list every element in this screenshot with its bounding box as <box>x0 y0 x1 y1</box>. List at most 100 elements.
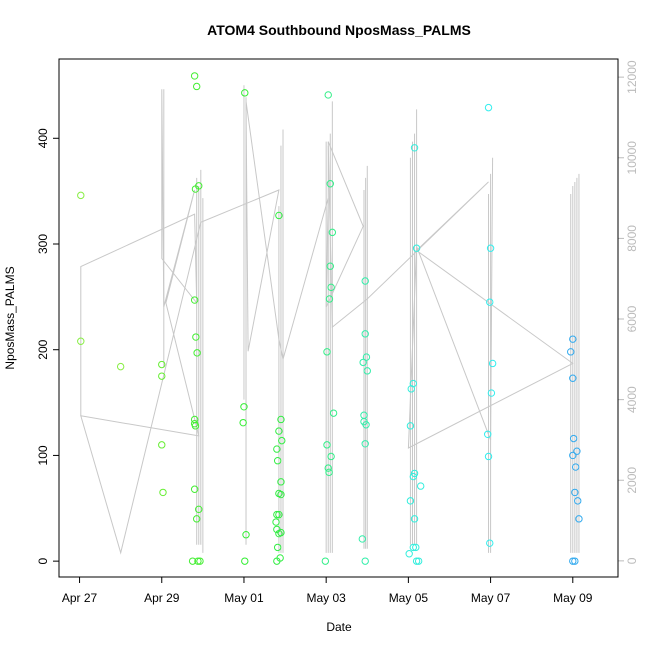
x-tick-label: May 09 <box>553 591 593 605</box>
data-point <box>325 295 334 303</box>
data-point <box>323 348 331 356</box>
data-point <box>573 447 581 455</box>
y-tick-label: 0 <box>36 557 50 564</box>
data-point <box>159 488 167 497</box>
data-point <box>191 422 200 430</box>
data-point <box>410 144 419 152</box>
data-point <box>273 457 282 465</box>
data-point <box>195 182 203 190</box>
data-point <box>188 557 197 565</box>
data-point <box>239 418 247 427</box>
data-point <box>326 180 334 188</box>
data-point <box>363 367 371 375</box>
data-point <box>326 262 334 270</box>
data-point <box>361 557 369 565</box>
data-point <box>405 550 413 558</box>
data-point <box>273 557 281 565</box>
data-point <box>194 557 202 565</box>
data-point <box>321 557 330 565</box>
data-point <box>359 358 367 367</box>
data-point <box>569 434 578 443</box>
chart-title: ATOM4 Southbound NposMass_PALMS <box>207 22 471 38</box>
data-point <box>329 409 338 417</box>
data-point <box>190 485 199 493</box>
data-point <box>358 535 367 543</box>
y2-tick-label: 8000 <box>625 225 639 252</box>
data-point <box>324 464 332 472</box>
data-point <box>277 415 285 424</box>
y-tick-label: 400 <box>36 128 50 148</box>
y2-tick-label: 6000 <box>625 305 639 332</box>
x-tick-label: May 07 <box>471 591 511 605</box>
y2-tick-label: 4000 <box>625 386 639 413</box>
data-point <box>410 469 419 478</box>
data-point <box>571 488 579 497</box>
data-point <box>242 531 250 539</box>
data-point <box>362 353 371 361</box>
data-point <box>192 333 200 341</box>
data-point <box>569 451 577 460</box>
data-point <box>410 515 419 523</box>
data-point <box>325 468 333 477</box>
data-point <box>192 82 201 91</box>
data-point <box>484 430 492 438</box>
data-point <box>362 421 370 429</box>
data-point <box>406 422 415 430</box>
data-point <box>241 89 249 97</box>
y-tick-label: 300 <box>36 234 50 254</box>
data-point <box>409 543 418 552</box>
axes: Apr 27 Apr 29 May 01 May 03 May 05 May 07 May … <box>36 60 639 605</box>
data-point <box>116 362 125 371</box>
data-point <box>484 103 493 112</box>
x-tick-label: Apr 27 <box>62 591 98 605</box>
data-point <box>323 441 331 449</box>
y2-tick-label: 12000 <box>625 60 639 94</box>
data-point <box>571 557 579 565</box>
data-point <box>277 478 285 486</box>
data-point <box>486 298 494 306</box>
data-point <box>273 445 281 453</box>
data-point <box>414 557 423 565</box>
data-point <box>486 244 495 252</box>
data-point <box>275 427 283 435</box>
x-axis-label: Date <box>326 620 352 634</box>
data-point <box>569 335 577 343</box>
data-point <box>277 528 285 537</box>
y-axis-label: NposMass_PALMS <box>3 266 17 369</box>
data-point <box>486 539 494 547</box>
data-point <box>417 482 425 490</box>
data-point <box>273 510 281 519</box>
data-point <box>327 452 335 461</box>
plot-frame <box>58 58 619 578</box>
data-point <box>240 403 248 411</box>
line-series <box>80 85 580 555</box>
y2-tick-label: 10000 <box>625 141 639 175</box>
data-point <box>77 337 85 345</box>
data-point <box>195 505 203 514</box>
data-point <box>361 277 369 285</box>
data-point <box>192 515 201 523</box>
data-point <box>575 515 583 523</box>
data-point <box>487 389 496 397</box>
data-point <box>569 374 577 382</box>
data-point <box>412 543 420 552</box>
x-tick-label: Apr 29 <box>144 591 180 605</box>
scatter-series <box>77 72 583 565</box>
data-point <box>409 472 418 481</box>
x-tick-label: May 03 <box>306 591 346 605</box>
x-tick-label: May 05 <box>389 591 429 605</box>
line-path <box>80 89 574 555</box>
data-point <box>193 349 201 357</box>
data-point <box>574 497 582 505</box>
data-point <box>190 296 199 304</box>
data-point <box>488 359 497 368</box>
data-point <box>412 557 421 565</box>
data-point <box>361 440 369 448</box>
data-point <box>571 463 580 471</box>
data-point <box>273 543 282 552</box>
data-point <box>275 211 283 220</box>
data-point <box>407 385 415 393</box>
y-tick-label: 200 <box>36 339 50 359</box>
data-point <box>158 372 166 380</box>
